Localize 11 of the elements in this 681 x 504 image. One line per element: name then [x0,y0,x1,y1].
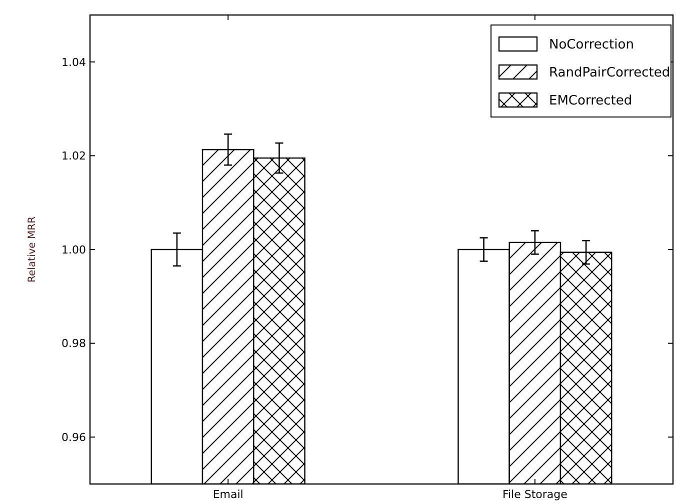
legend-label: NoCorrection [549,38,634,53]
y-tick-label: 0.96 [62,430,86,444]
y-axis-title: Relative MRR [27,216,38,283]
legend-label: EMCorrected [549,94,632,109]
y-tick-label: 1.02 [62,150,86,163]
y-tick-label: 1.00 [62,243,86,256]
x-tick-label: File Storage [502,488,568,501]
y-tick-label: 1.04 [62,56,86,69]
y-tick-label: 0.98 [62,337,86,350]
x-tick-label: Email [212,488,244,501]
legend-label: RandPairCorrected [549,66,670,81]
